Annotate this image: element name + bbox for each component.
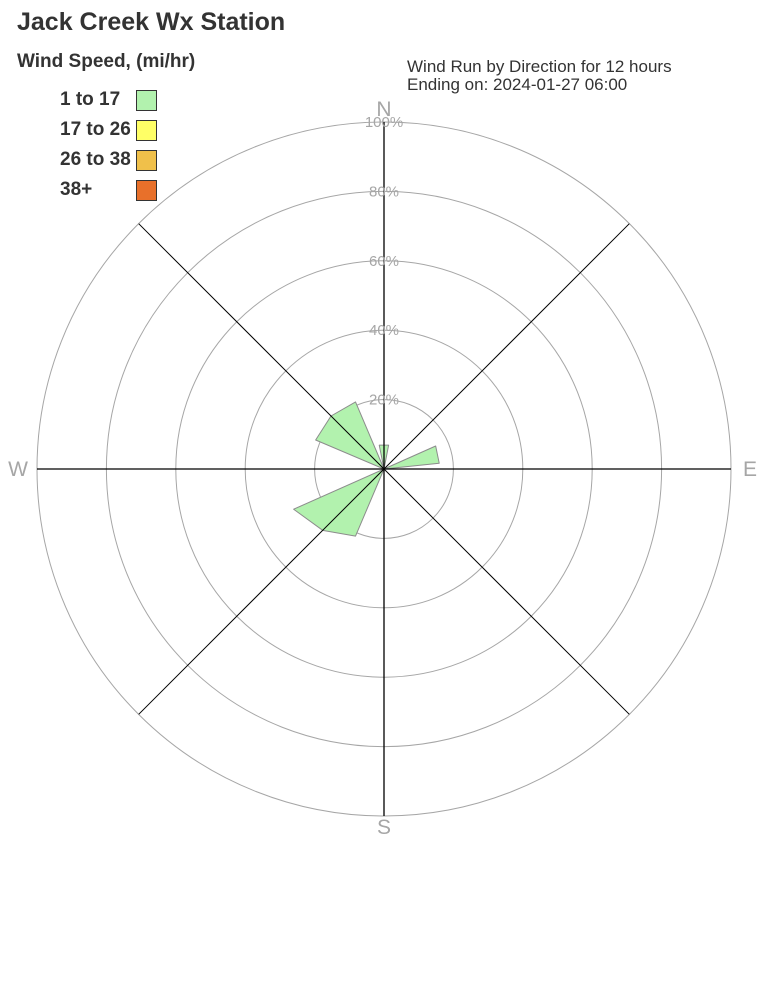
svg-text:80%: 80% <box>369 183 399 200</box>
svg-text:N: N <box>376 101 391 121</box>
svg-text:20%: 20% <box>369 392 399 409</box>
svg-text:E: E <box>743 458 757 481</box>
svg-text:40%: 40% <box>369 322 399 339</box>
svg-text:60%: 60% <box>369 253 399 270</box>
svg-text:S: S <box>377 816 391 839</box>
svg-text:W: W <box>8 458 28 481</box>
